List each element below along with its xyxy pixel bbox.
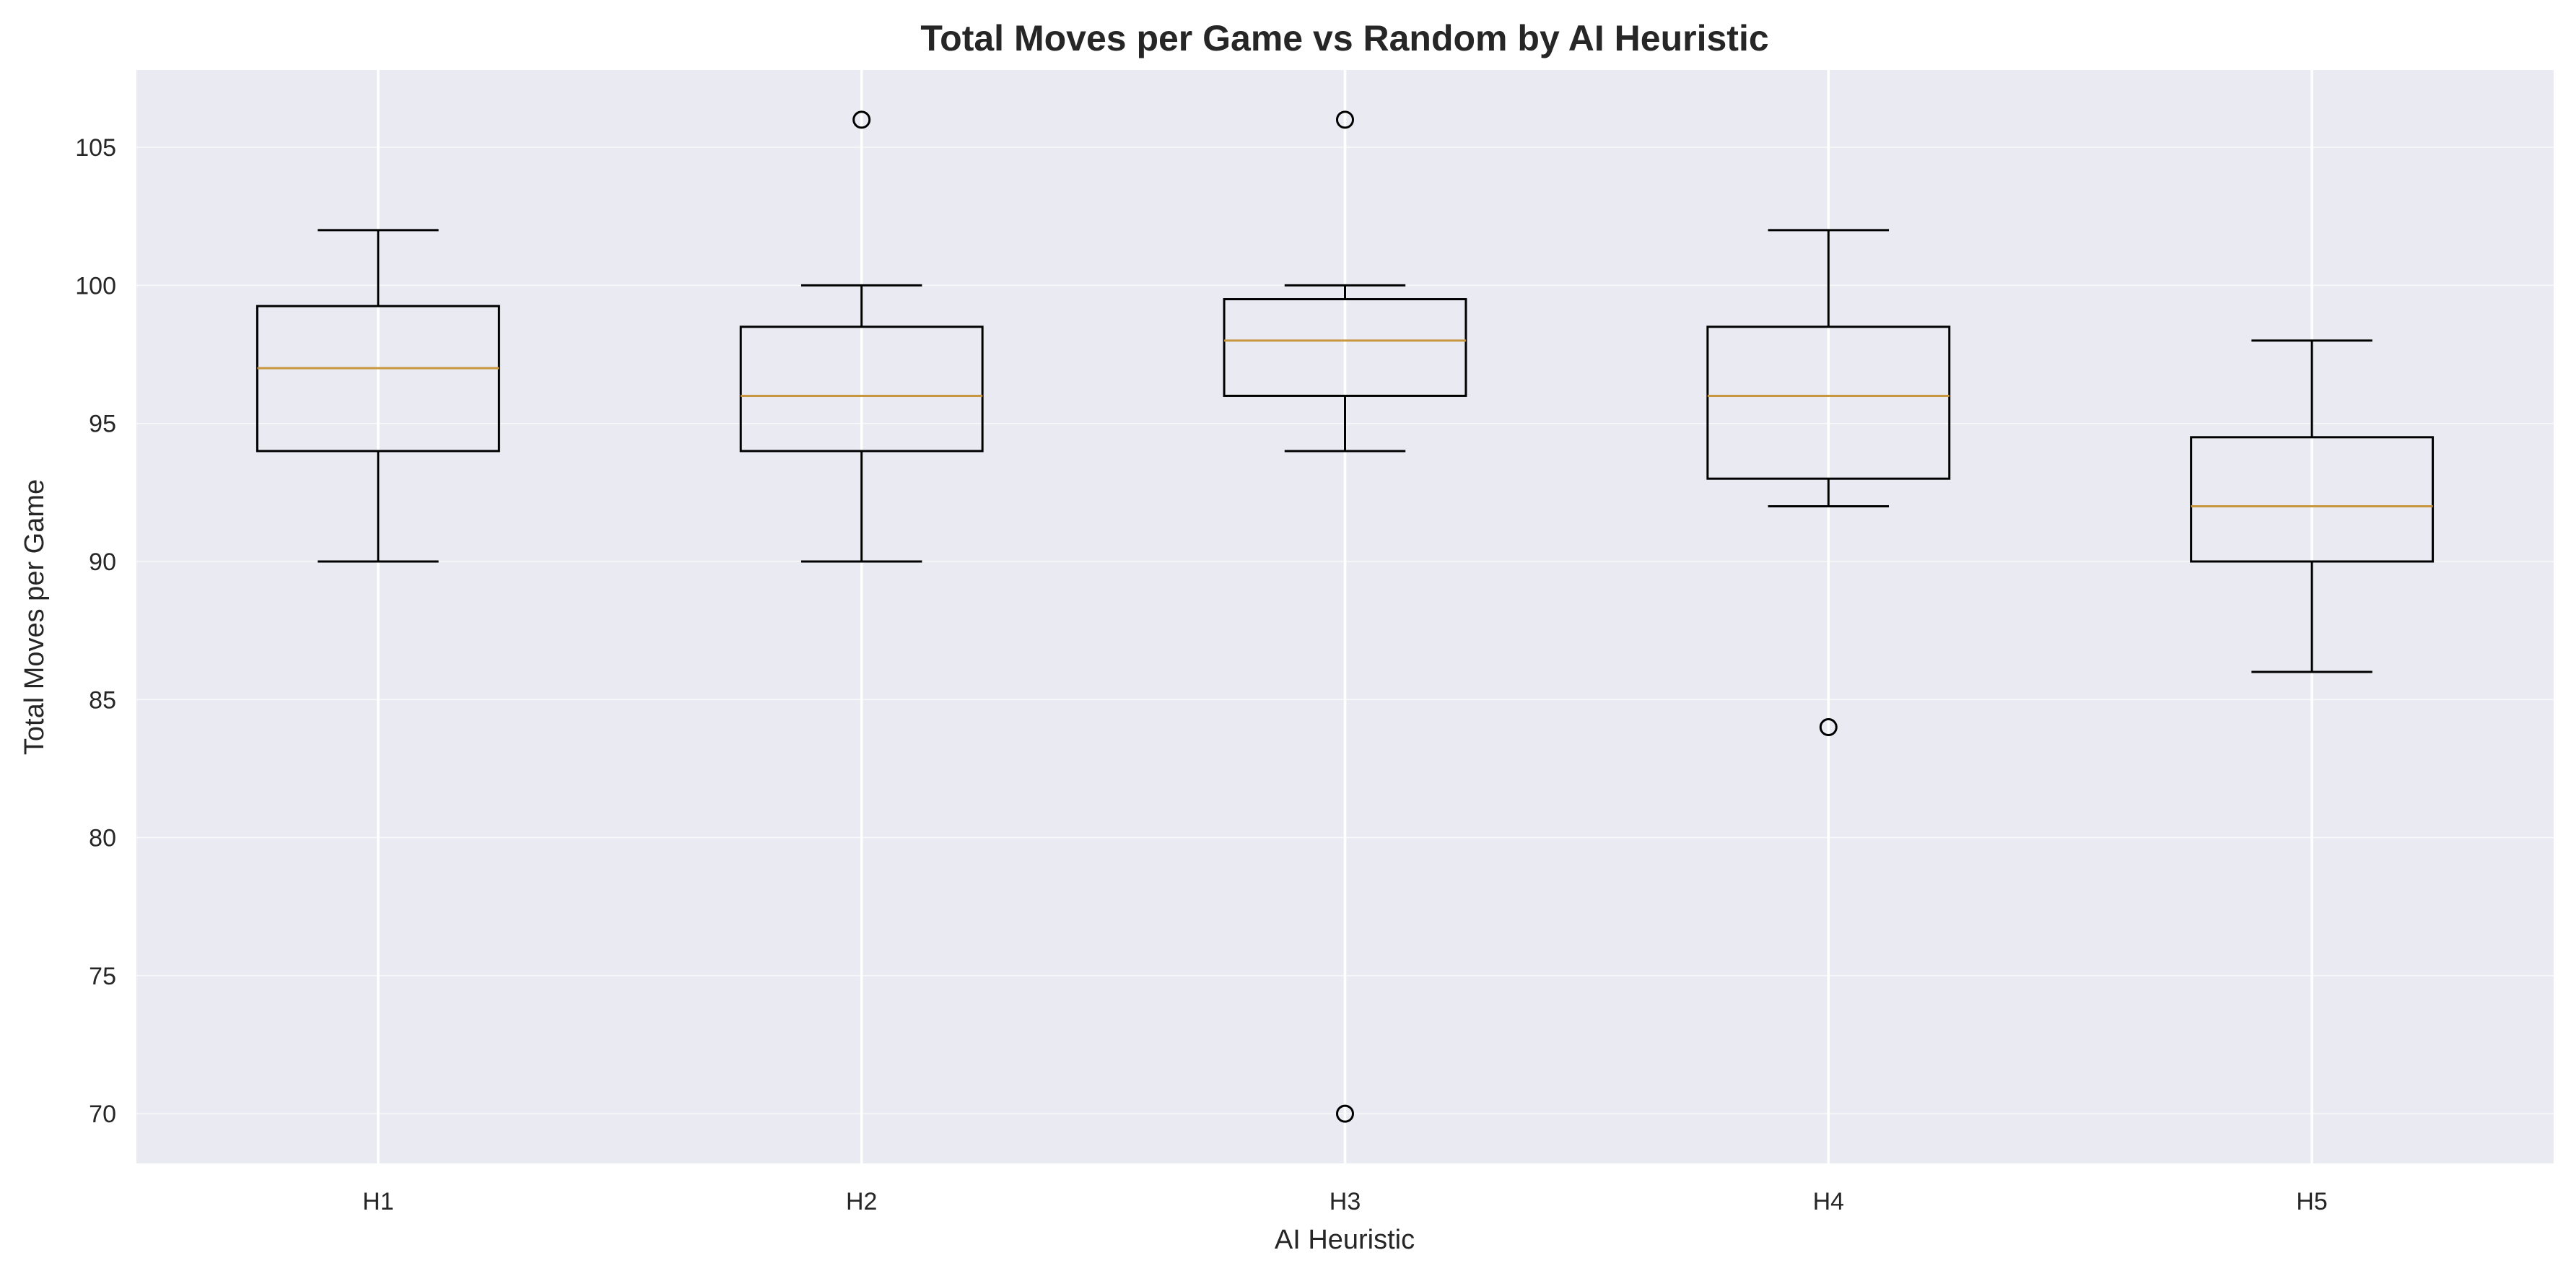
x-tick-label: H2 [846,1188,877,1215]
box-h5 [2190,339,2435,673]
y-tick-label: 95 [89,411,116,438]
y-axis-label: Total Moves per Game [19,479,50,755]
y-tick-label: 70 [89,1101,116,1128]
x-axis-ticks: H1 H2 H3 H4 H5 [362,1188,2328,1215]
y-tick-label: 75 [89,963,116,990]
outlier-point [1819,718,1838,737]
box-h4 [1706,229,1951,737]
y-axis-ticks: 70 75 80 85 90 95 100 105 [75,134,116,1128]
outlier-point [852,110,871,129]
y-tick-label: 105 [75,134,116,162]
box-iqr [2190,436,2435,563]
box-iqr [1706,325,1951,480]
x-tick-label: H1 [362,1188,393,1215]
x-tick-label: H5 [2296,1188,2327,1215]
y-tick-label: 85 [89,686,116,714]
chart-title: Total Moves per Game vs Random by AI Heu… [920,18,1768,58]
outlier-point [1336,1104,1354,1123]
box-iqr [256,305,500,453]
x-tick-label: H3 [1330,1188,1361,1215]
outlier-point [1336,110,1354,129]
box-iqr [739,325,984,453]
y-tick-label: 80 [89,825,116,852]
x-tick-label: H4 [1813,1188,1844,1215]
box-plots [256,110,2435,1123]
box-h1 [256,229,500,563]
box-h3 [1223,110,1467,1123]
x-axis-label: AI Heuristic [1275,1225,1415,1255]
y-tick-label: 90 [89,549,116,576]
y-tick-label: 100 [75,272,116,300]
box-iqr [1223,298,1467,397]
box-h2 [739,110,984,563]
